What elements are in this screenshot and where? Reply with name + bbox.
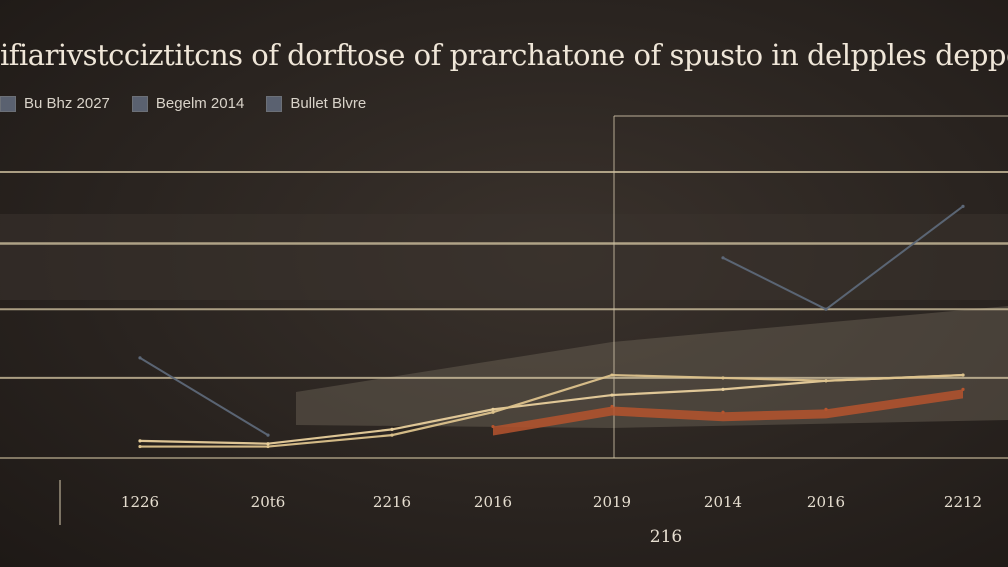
data-point bbox=[390, 427, 394, 431]
x-tick-label: 2014 bbox=[704, 493, 742, 511]
legend-label: Bullet Blvre bbox=[290, 95, 367, 112]
data-point bbox=[721, 387, 725, 391]
data-point bbox=[610, 393, 614, 397]
data-point bbox=[138, 444, 142, 449]
legend-label: Begelm 2014 bbox=[155, 95, 245, 112]
x-tick-label: 2016 bbox=[807, 493, 845, 511]
data-point bbox=[610, 404, 614, 409]
legend-swatch bbox=[266, 95, 283, 112]
data-point bbox=[138, 439, 142, 443]
data-point bbox=[961, 373, 965, 377]
data-point bbox=[491, 407, 495, 411]
data-point bbox=[721, 376, 725, 380]
shaded-area-band bbox=[296, 306, 1008, 428]
x-tick-label: 2016 bbox=[474, 493, 512, 511]
series-line bbox=[139, 373, 964, 445]
data-point bbox=[721, 410, 725, 414]
x-tick-label: 2019 bbox=[593, 493, 631, 511]
data-point bbox=[390, 433, 394, 437]
data-point bbox=[824, 379, 828, 383]
legend-item[interactable]: Bullet Blvre bbox=[266, 95, 366, 112]
data-point bbox=[721, 256, 725, 260]
chart-title: ifiarivstcciztitcns of dorftose of prarc… bbox=[0, 38, 1008, 72]
x-axis-label: 216 bbox=[650, 527, 682, 547]
x-tick-label: 1226 bbox=[121, 493, 159, 511]
x-tick-label: 2212 bbox=[944, 493, 982, 511]
legend-swatch bbox=[0, 95, 16, 112]
data-point bbox=[491, 410, 495, 414]
series-line bbox=[140, 373, 964, 448]
data-point bbox=[961, 204, 965, 208]
x-tick-label: 20t6 bbox=[251, 493, 286, 511]
legend: Bu Bhz 2027 Begelm 2014 Bullet Blvre bbox=[0, 95, 388, 112]
data-point bbox=[961, 387, 965, 391]
data-point bbox=[138, 356, 142, 360]
data-point bbox=[824, 307, 828, 311]
legend-label: Bu Bhz 2027 bbox=[24, 95, 110, 112]
data-point bbox=[266, 433, 270, 437]
x-tick-label: 2216 bbox=[373, 493, 411, 511]
data-point bbox=[266, 444, 270, 449]
data-point bbox=[824, 407, 828, 411]
series-area bbox=[493, 389, 963, 436]
data-point bbox=[491, 424, 495, 429]
legend-item[interactable]: Begelm 2014 bbox=[131, 95, 245, 112]
data-point bbox=[610, 373, 614, 377]
legend-swatch bbox=[131, 95, 148, 112]
legend-item[interactable]: Bu Bhz 2027 bbox=[0, 95, 110, 112]
background-band bbox=[0, 214, 1008, 300]
data-point bbox=[266, 442, 270, 446]
